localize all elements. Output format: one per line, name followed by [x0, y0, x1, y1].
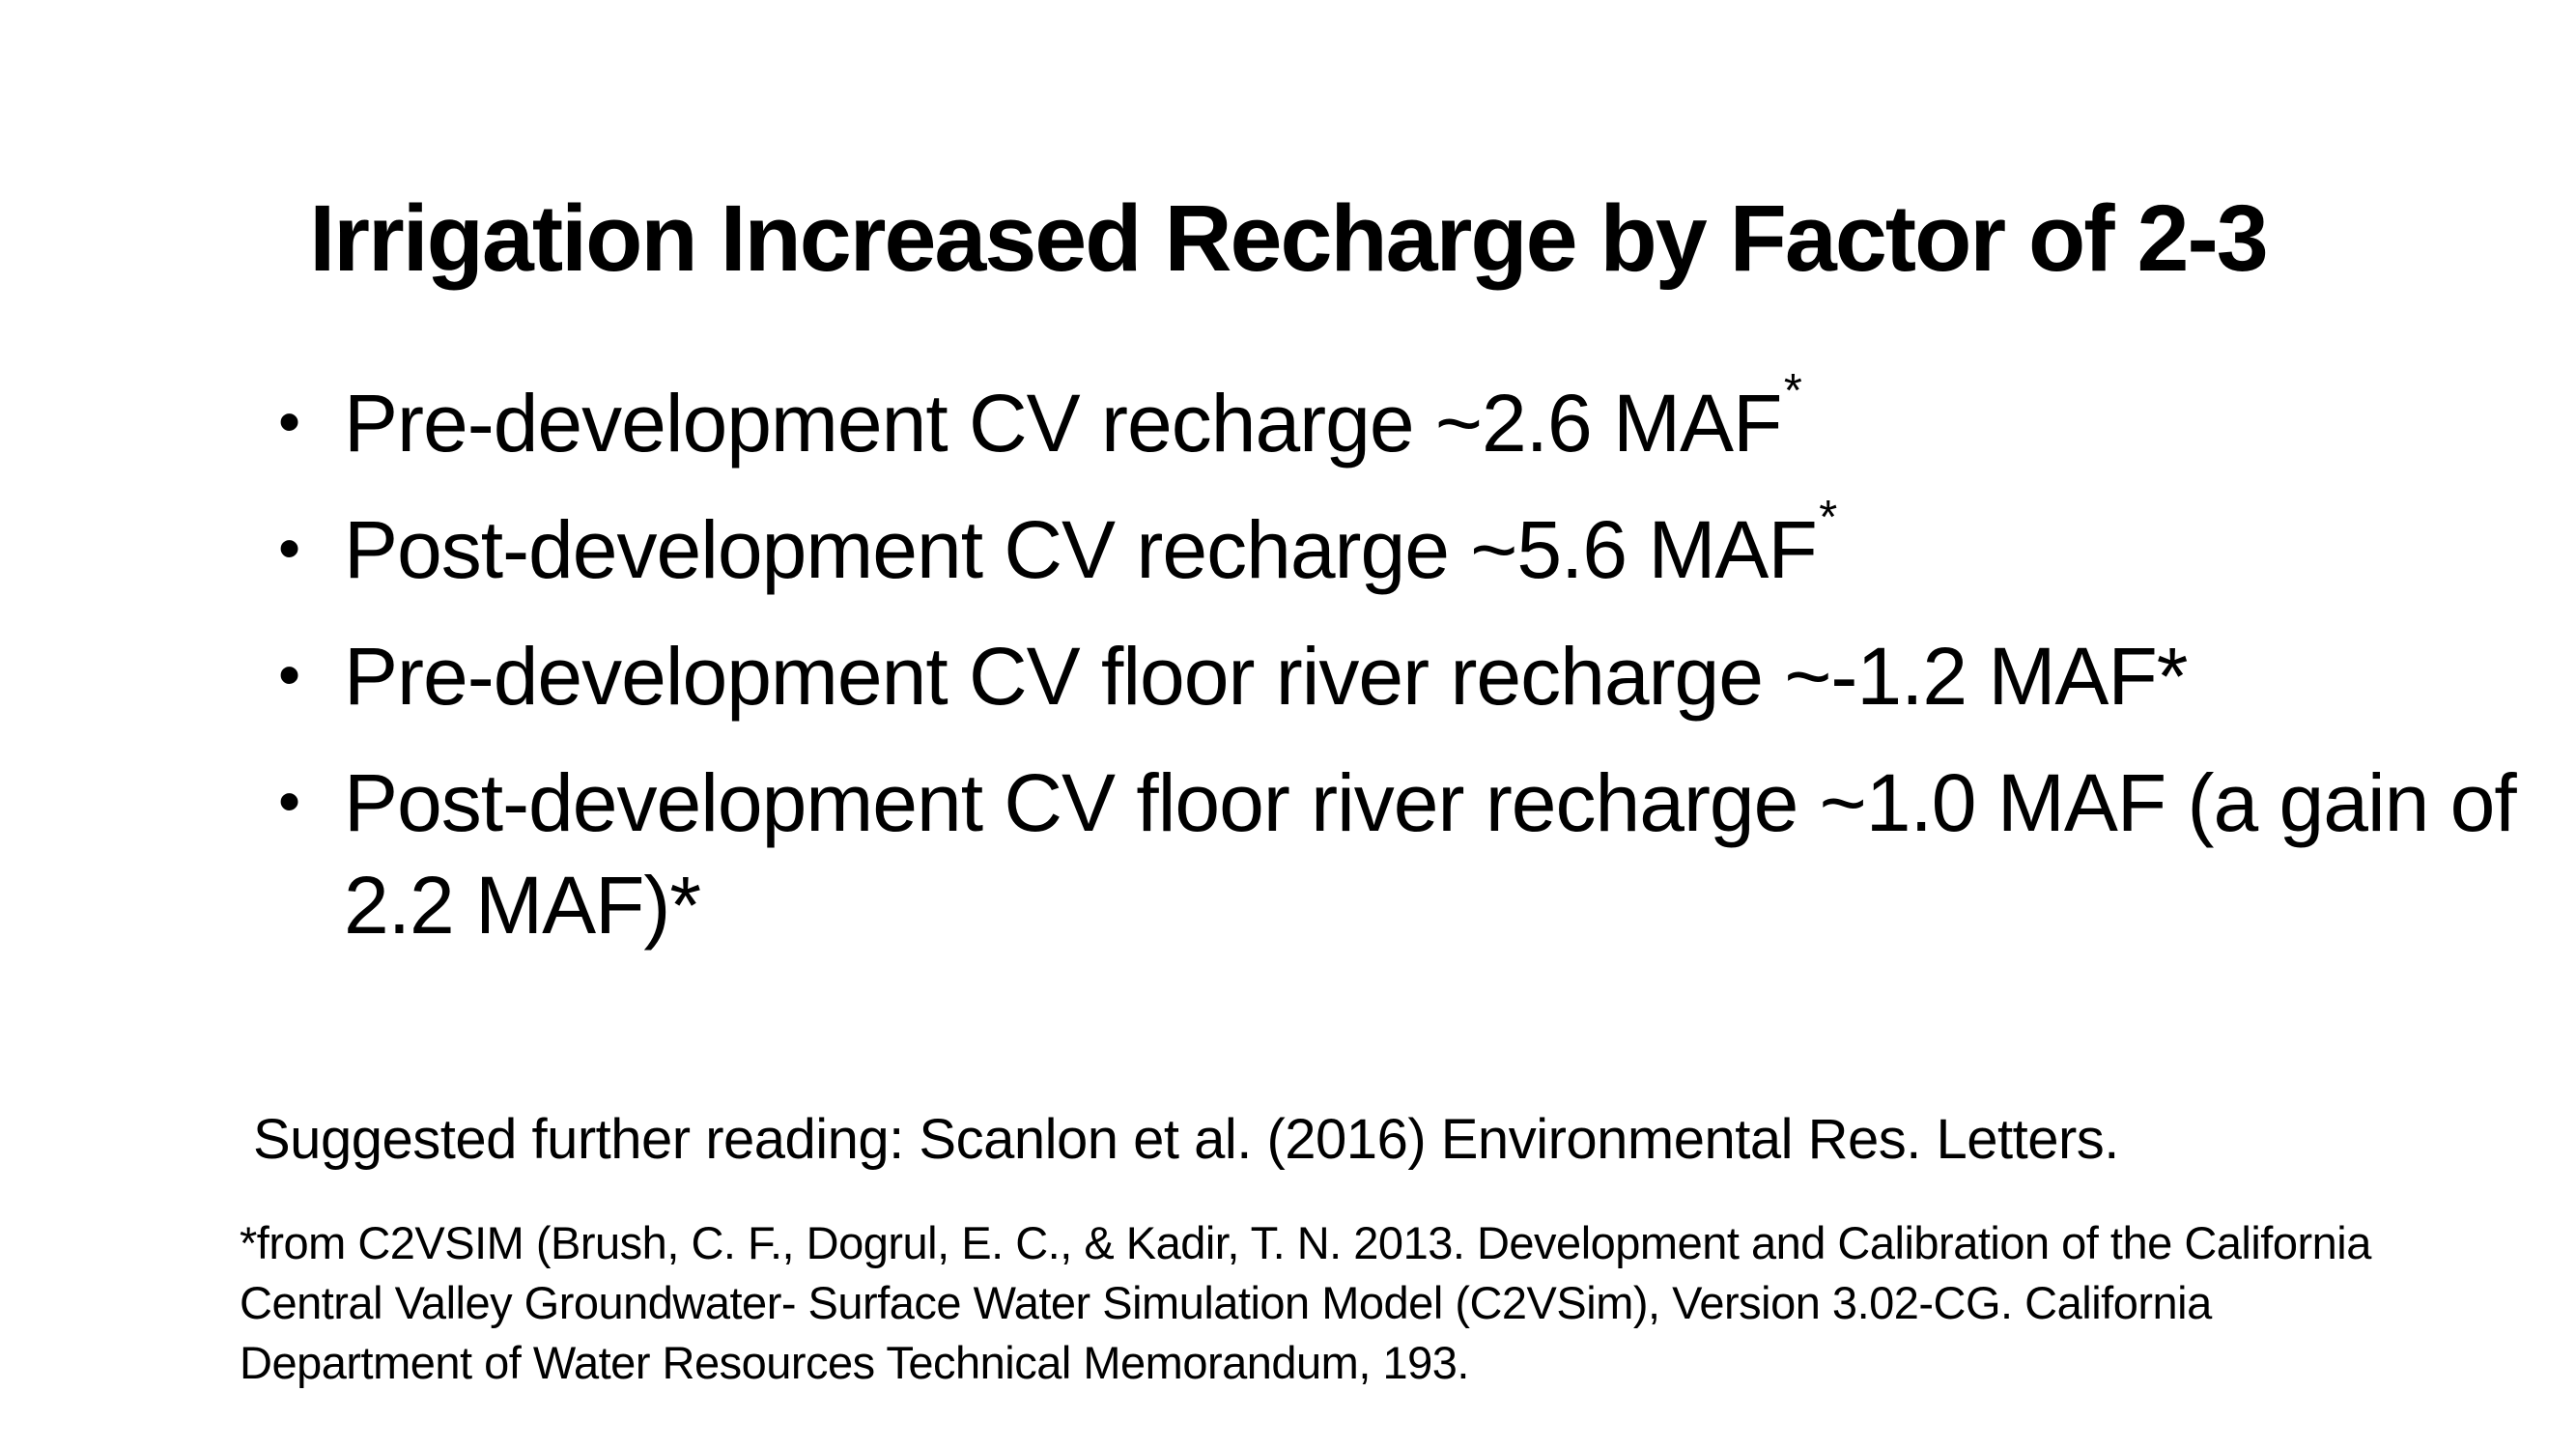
footnote-line: Central Valley Groundwater- Surface Wate…	[240, 1277, 2212, 1328]
suggested-reading-note: Suggested further reading: Scanlon et al…	[253, 1108, 2119, 1171]
bullet-dot-icon: •	[278, 765, 300, 837]
bullet-list: • Pre-development CV recharge ~2.6 MAF * •…	[278, 368, 2558, 980]
bullet-text: Pre-development CV recharge ~2.6 MAF	[344, 378, 1782, 469]
footnote-asterisk: *	[1783, 364, 1802, 417]
footnote-asterisk: *	[1819, 491, 1837, 544]
footnote-line: Department of Water Resources Technical …	[240, 1337, 1469, 1388]
citation-footnote: *from C2VSIM (Brush, C. F., Dogrul, E. C…	[240, 1213, 2371, 1393]
bullet-item: • Post-development CV floor river recharg…	[278, 752, 2558, 956]
bullet-item: • Post-development CV recharge ~5.6 MAF*	[278, 495, 2558, 601]
footnote-line: *from C2VSIM (Brush, C. F., Dogrul, E. C…	[240, 1217, 2371, 1268]
bullet-text: Post-development CV floor river recharge…	[344, 757, 2517, 951]
bullet-item: • Pre-development CV floor river recharge…	[278, 625, 2558, 727]
slide-title: Irrigation Increased Recharge by Factor …	[309, 185, 2268, 291]
bullet-dot-icon: •	[278, 385, 300, 457]
bullet-dot-icon: •	[278, 512, 300, 583]
bullet-text: Pre-development CV floor river recharge …	[344, 631, 2188, 722]
bullet-item: • Pre-development CV recharge ~2.6 MAF*	[278, 368, 2558, 474]
bullet-text: Post-development CV recharge ~5.6 MAF	[344, 504, 1818, 595]
bullet-dot-icon: •	[278, 639, 300, 710]
